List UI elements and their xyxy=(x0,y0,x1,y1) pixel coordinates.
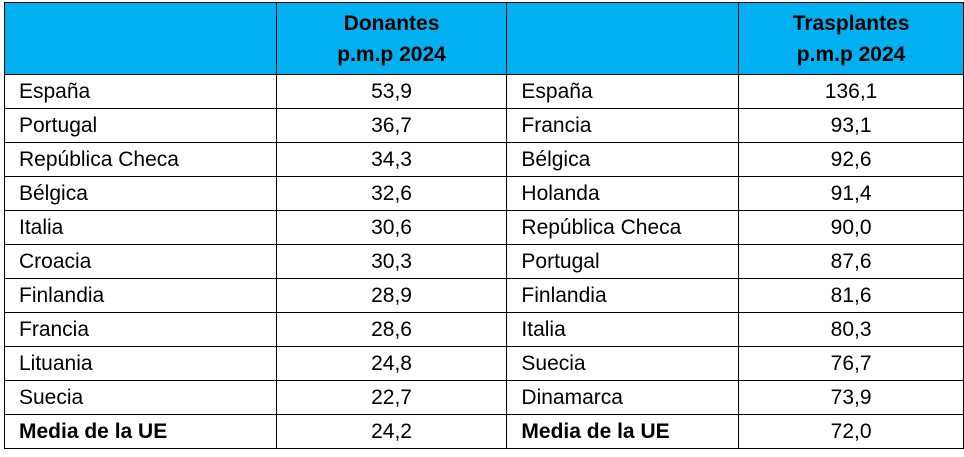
donors-value-cell: 28,9 xyxy=(275,278,508,313)
donors-country-cell: Francia xyxy=(4,312,277,347)
transplants-value-cell: 92,6 xyxy=(738,142,964,177)
transplants-value-cell: 87,6 xyxy=(738,244,964,279)
table-row: España 53,9 España 136,1 xyxy=(4,74,964,109)
donors-country-cell: Bélgica xyxy=(4,176,277,211)
average-row: Media de la UE 24,2 Media de la UE 72,0 xyxy=(4,414,964,449)
transplants-country-cell: Dinamarca xyxy=(506,380,740,415)
table-row: Lituania 24,8 Suecia 76,7 xyxy=(4,346,964,381)
table-row: Francia 28,6 Italia 80,3 xyxy=(4,312,964,347)
header-donantes: Donantes p.m.p 2024 xyxy=(275,2,508,75)
header-donantes-unit: p.m.p 2024 xyxy=(337,42,446,66)
donors-average-label: Media de la UE xyxy=(4,414,277,449)
table-row: Suecia 22,7 Dinamarca 73,9 xyxy=(4,380,964,415)
donors-country-cell: Suecia xyxy=(4,380,277,415)
header-row: Donantes p.m.p 2024 Trasplantes p.m.p 20… xyxy=(4,2,964,75)
transplants-country-cell: Italia xyxy=(506,312,740,347)
header-trasplantes-unit: p.m.p 2024 xyxy=(796,42,906,66)
donors-value-cell: 24,8 xyxy=(275,346,508,381)
header-trasplantes: Trasplantes p.m.p 2024 xyxy=(738,2,964,75)
donors-value-cell: 36,7 xyxy=(275,108,508,143)
table-row: República Checa 34,3 Bélgica 92,6 xyxy=(4,142,964,177)
donors-average-value: 24,2 xyxy=(275,414,508,449)
transplants-country-cell: Portugal xyxy=(506,244,740,279)
donors-country-cell: Portugal xyxy=(4,108,277,143)
donors-transplants-table: Donantes p.m.p 2024 Trasplantes p.m.p 20… xyxy=(4,2,964,449)
donors-value-cell: 34,3 xyxy=(275,142,508,177)
donors-country-cell: República Checa xyxy=(4,142,277,177)
comparison-table-container: Donantes p.m.p 2024 Trasplantes p.m.p 20… xyxy=(4,2,964,449)
table-row: Portugal 36,7 Francia 93,1 xyxy=(4,108,964,143)
header-empty-right xyxy=(506,2,740,75)
donors-country-cell: Italia xyxy=(4,210,277,245)
transplants-value-cell: 73,9 xyxy=(738,380,964,415)
transplants-value-cell: 76,7 xyxy=(738,346,964,381)
transplants-value-cell: 81,6 xyxy=(738,278,964,313)
transplants-value-cell: 90,0 xyxy=(738,210,964,245)
donors-country-cell: Finlandia xyxy=(4,278,277,313)
donors-value-cell: 22,7 xyxy=(275,380,508,415)
table-row: Bélgica 32,6 Holanda 91,4 xyxy=(4,176,964,211)
transplants-country-cell: Holanda xyxy=(506,176,740,211)
donors-value-cell: 53,9 xyxy=(275,74,508,109)
donors-country-cell: Croacia xyxy=(4,244,277,279)
header-empty-left xyxy=(4,2,277,75)
transplants-country-cell: España xyxy=(506,74,740,109)
transplants-country-cell: República Checa xyxy=(506,210,740,245)
table-row: Finlandia 28,9 Finlandia 81,6 xyxy=(4,278,964,313)
donors-value-cell: 30,6 xyxy=(275,210,508,245)
transplants-value-cell: 91,4 xyxy=(738,176,964,211)
table-row: Croacia 30,3 Portugal 87,6 xyxy=(4,244,964,279)
transplants-average-label: Media de la UE xyxy=(506,414,740,449)
donors-value-cell: 32,6 xyxy=(275,176,508,211)
header-trasplantes-title: Trasplantes xyxy=(792,11,910,35)
donors-value-cell: 30,3 xyxy=(275,244,508,279)
transplants-country-cell: Suecia xyxy=(506,346,740,381)
transplants-average-value: 72,0 xyxy=(738,414,964,449)
transplants-country-cell: Bélgica xyxy=(506,142,740,177)
header-donantes-title: Donantes xyxy=(343,11,440,35)
transplants-country-cell: Francia xyxy=(506,108,740,143)
transplants-value-cell: 93,1 xyxy=(738,108,964,143)
transplants-country-cell: Finlandia xyxy=(506,278,740,313)
transplants-value-cell: 80,3 xyxy=(738,312,964,347)
donors-country-cell: Lituania xyxy=(4,346,277,381)
donors-value-cell: 28,6 xyxy=(275,312,508,347)
table-row: Italia 30,6 República Checa 90,0 xyxy=(4,210,964,245)
donors-country-cell: España xyxy=(4,74,277,109)
transplants-value-cell: 136,1 xyxy=(738,74,964,109)
